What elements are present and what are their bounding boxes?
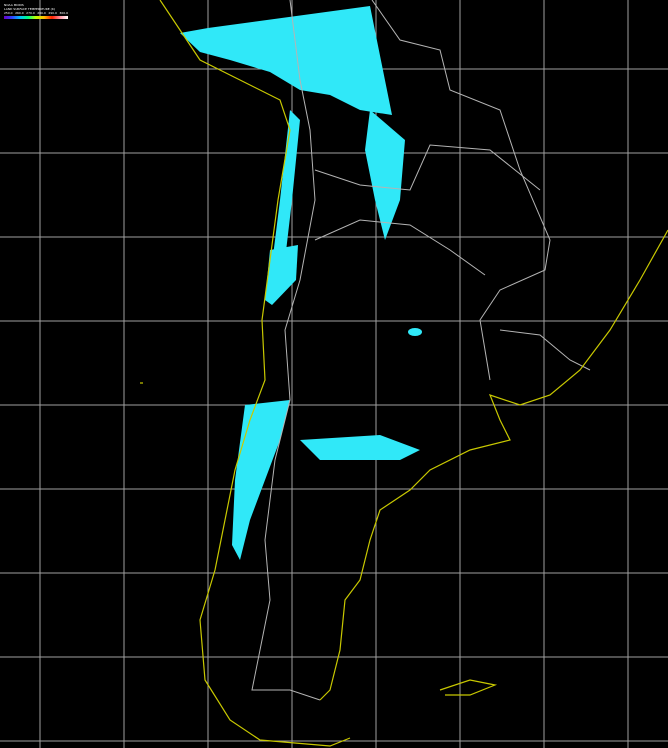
legend-subtitle: LAND SURFACE TEMPERATURE (K) <box>4 7 55 11</box>
legend-tick: 270.0 <box>26 11 35 15</box>
legend-tick: 290.0 <box>48 11 57 15</box>
legend-tick: 250.0 <box>4 11 13 15</box>
coastline <box>140 0 668 747</box>
swath-central-coast <box>265 245 298 305</box>
legend-color-bar <box>4 16 68 19</box>
legend-tick: 300.0 <box>59 11 68 15</box>
legend-ticks: 250.0 260.0 270.0 280.0 290.0 300.0 <box>4 11 68 15</box>
swath-east-andes <box>365 110 405 240</box>
country-borders <box>251 0 591 701</box>
lake-patch <box>408 328 422 336</box>
legend-title: NOAA MODIS <box>4 3 24 7</box>
swath-pampa <box>300 435 420 460</box>
data-swath <box>180 6 422 560</box>
swath-north <box>180 6 392 115</box>
swath-south <box>232 400 290 560</box>
legend-tick: 260.0 <box>15 11 24 15</box>
legend-tick: 280.0 <box>37 11 46 15</box>
color-legend: NOAA MODIS LAND SURFACE TEMPERATURE (K) … <box>4 3 68 19</box>
